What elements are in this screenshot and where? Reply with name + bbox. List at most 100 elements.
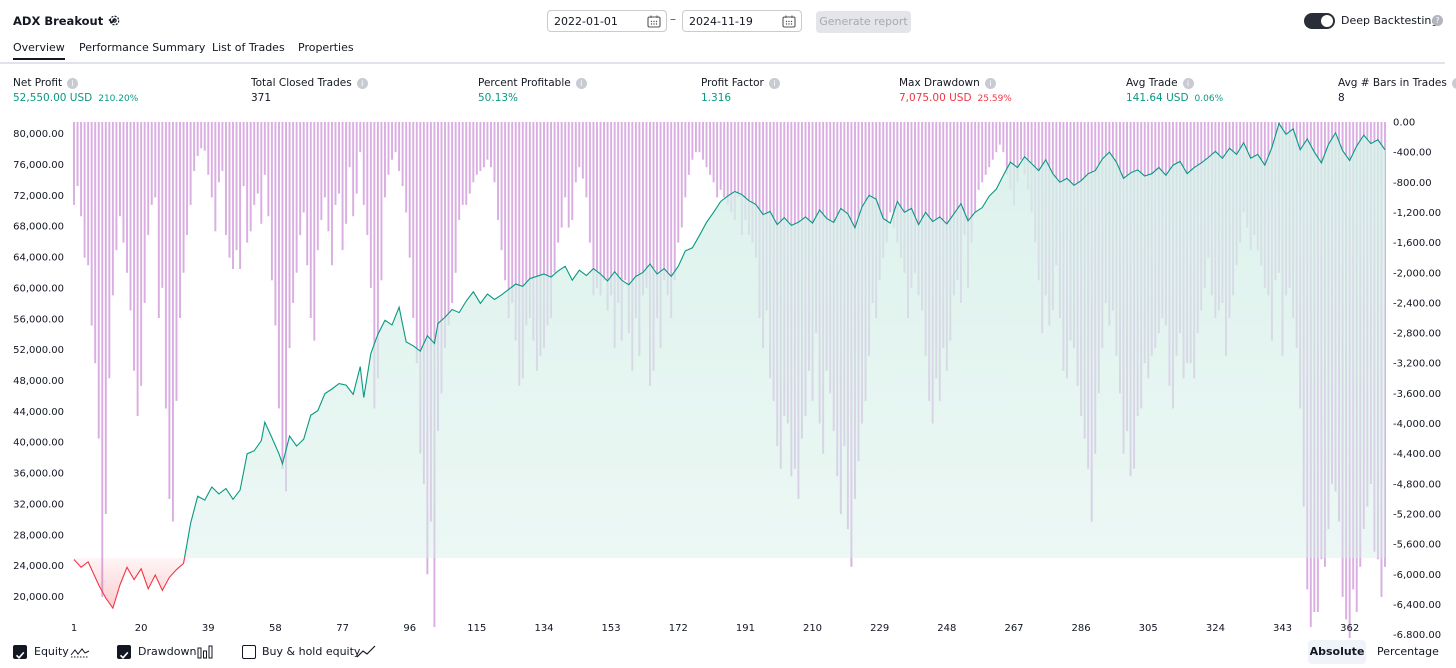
drawdown-bar (454, 122, 457, 273)
drawdown-bar (988, 122, 991, 168)
drawdown-bar (581, 122, 584, 179)
drawdown-bar (882, 122, 885, 258)
drawdown-bar (571, 122, 574, 220)
drawdown-bar (687, 122, 690, 175)
help-icon[interactable]: ? (1432, 15, 1443, 26)
strategy-selector[interactable]: ADX Breakout (13, 14, 117, 28)
metric-total-closed-trades: Total Closed Trades i 371 (251, 77, 368, 104)
drawdown-bar (564, 122, 567, 198)
x-axis-tick: 1 (71, 623, 77, 634)
drawdown-bar (270, 122, 273, 281)
drawdown-bar (186, 122, 189, 236)
info-icon[interactable]: i (575, 77, 587, 89)
drawdown-bar (744, 122, 747, 220)
drawdown-bar (578, 122, 581, 168)
drawdown-bar (917, 122, 920, 296)
percentage-mode-button[interactable]: Percentage (1377, 645, 1439, 658)
drawdown-bar (302, 122, 305, 213)
left-axis-tick: 56,000.00 (13, 314, 64, 325)
right-axis-tick: -5,600.00 (1393, 540, 1441, 551)
drawdown-bar (398, 122, 401, 171)
equity-checkbox[interactable] (13, 645, 27, 659)
metric-value: 371 (251, 92, 272, 104)
info-icon[interactable]: i (1451, 77, 1456, 89)
check-icon (15, 651, 25, 659)
calendar-icon[interactable] (647, 15, 661, 28)
left-axis-tick: 36,000.00 (13, 469, 64, 480)
drawdown-bar (239, 122, 242, 269)
equity-area (74, 123, 1385, 558)
drawdown-bar (341, 122, 344, 251)
drawdown-bar (422, 122, 425, 484)
drawdown-bar (892, 122, 895, 228)
drawdown-bar (733, 122, 736, 220)
info-icon[interactable]: i (984, 77, 996, 89)
drawdown-bar (73, 122, 75, 205)
right-axis-tick: -4,400.00 (1393, 449, 1441, 460)
x-axis-tick: 20 (135, 623, 148, 634)
tab-performance-summary[interactable]: Performance Summary (79, 41, 206, 54)
calendar-icon[interactable] (782, 15, 796, 28)
drawdown-bar (295, 122, 298, 273)
metric-percent-profitable: Percent Profitable i 50.13% (478, 77, 587, 104)
drawdown-bar (684, 122, 687, 198)
date-to-input[interactable]: 2024-11-19 (682, 10, 802, 32)
drawdown-bar (659, 122, 662, 349)
metric-label: Profit Factor (701, 77, 764, 89)
drawdown-bar (970, 122, 973, 243)
drawdown-bar (359, 122, 362, 153)
drawdown-bar (143, 122, 146, 303)
left-axis-tick: 48,000.00 (13, 376, 64, 387)
info-icon[interactable]: i (768, 77, 780, 89)
tab-overview[interactable]: Overview (13, 41, 65, 60)
info-icon[interactable]: i (356, 77, 368, 89)
equity-chart[interactable]: 80,000.00 76,000.00 72,000.00 68,000.00 64,0… (0, 112, 1456, 638)
drawdown-bar (171, 122, 174, 522)
drawdown-bar (263, 122, 266, 175)
drawdown-bar (380, 122, 383, 281)
drawdown-bar (391, 122, 393, 160)
x-axis-tick: 286 (1072, 623, 1091, 634)
tab-properties[interactable]: Properties (298, 41, 354, 54)
right-axis-tick: -2,400.00 (1393, 298, 1441, 309)
drawdown-bar (991, 122, 994, 160)
equity-line (73, 557, 186, 610)
drawdown-bar (486, 122, 489, 160)
drawdown-bar (981, 122, 984, 183)
right-axis-tick: -3,600.00 (1393, 389, 1441, 400)
equity-line-icon (70, 648, 90, 658)
drawdown-bar (256, 122, 259, 194)
drawdown-bar (147, 122, 150, 236)
right-axis-tick: -1,200.00 (1393, 208, 1441, 219)
deep-backtesting-toggle[interactable] (1304, 13, 1335, 29)
drawdown-bar (472, 122, 475, 183)
generate-report-button[interactable]: Generate report (816, 11, 911, 33)
absolute-mode-button[interactable]: Absolute (1308, 640, 1366, 664)
info-icon[interactable]: i (67, 77, 79, 89)
drawdown-bar (984, 122, 987, 175)
drawdown-bar (115, 122, 118, 251)
drawdown-bar (401, 122, 404, 187)
x-axis-tick: 77 (336, 623, 349, 634)
drawdown-bar (320, 122, 323, 220)
drawdown-bar (567, 122, 570, 228)
drawdown-bar (497, 122, 500, 220)
drawdown-checkbox[interactable] (117, 645, 131, 659)
buy-hold-checkbox[interactable] (242, 645, 256, 659)
drawdown-bar (260, 122, 263, 224)
drawdown-bar (511, 122, 514, 303)
drawdown-bar (694, 122, 697, 153)
drawdown-bar (327, 122, 330, 232)
equity-curve (73, 122, 1386, 610)
drawdown-bar (97, 122, 100, 439)
drawdown-bar (560, 122, 563, 228)
gear-icon[interactable] (108, 14, 121, 27)
info-icon[interactable]: i (1182, 77, 1194, 89)
drawdown-bar (514, 122, 517, 341)
right-axis-tick: -2,800.00 (1393, 329, 1441, 340)
date-from-input[interactable]: 2022-01-01 (547, 10, 667, 32)
drawdown-bar (740, 122, 743, 236)
tab-list-of-trades[interactable]: List of Trades (212, 41, 285, 54)
drawdown-bar (94, 122, 97, 364)
drawdown-bar (755, 122, 757, 258)
